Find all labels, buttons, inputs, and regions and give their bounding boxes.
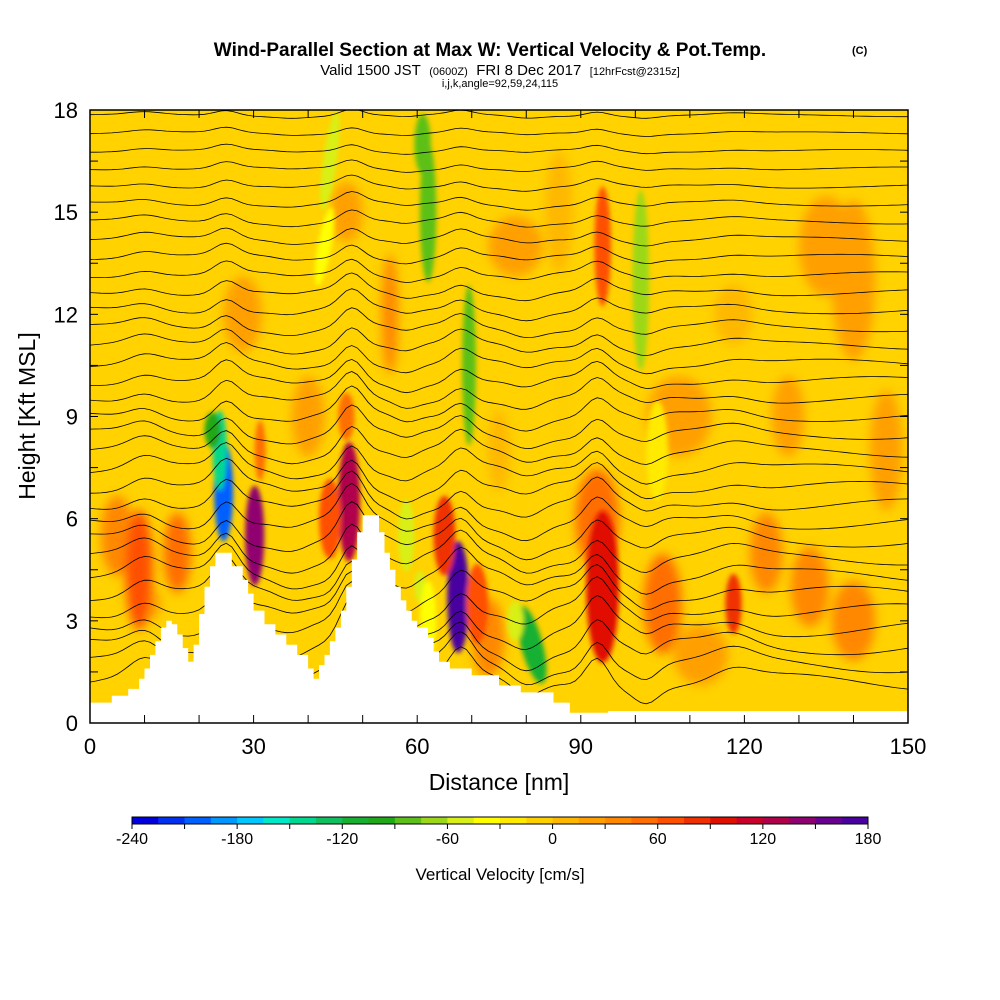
chart-subtitle: Valid 1500 JST (0600Z) FRI 8 Dec 2017 [1… xyxy=(320,62,680,79)
isentrope-line xyxy=(90,385,908,432)
colorbar-swatch xyxy=(736,817,764,824)
subtitle-utc: (0600Z) xyxy=(429,66,468,78)
isentrope-line xyxy=(90,371,908,410)
colorbar-swatch xyxy=(132,817,159,824)
y-tick-label: 18 xyxy=(54,98,78,123)
isentrope-line xyxy=(90,307,908,339)
colorbar-swatch xyxy=(394,817,422,824)
colorbar-swatch xyxy=(447,817,475,824)
isentrope-line xyxy=(90,470,908,520)
y-tick-label: 15 xyxy=(54,200,78,225)
y-tick-label: 9 xyxy=(66,405,78,430)
isentrope-line xyxy=(90,143,908,155)
y-tick-label: 0 xyxy=(66,711,78,736)
x-tick-label: 60 xyxy=(405,734,429,759)
y-axis-label: Height [Kft MSL] xyxy=(14,332,40,499)
isentrope-line xyxy=(90,342,908,375)
colorbar-swatch xyxy=(631,817,659,824)
colorbar-swatch xyxy=(368,817,396,824)
vertical-velocity-field xyxy=(100,111,903,685)
colorbar-swatch xyxy=(552,817,580,824)
isentrope-line xyxy=(90,242,908,265)
colorbar-tick-label: 60 xyxy=(649,831,667,848)
isentrope-line xyxy=(90,501,908,561)
isentrope-line xyxy=(90,191,908,211)
y-tick-labels: 0 3 6 9 12 15 18 xyxy=(54,98,78,736)
colorbar-swatch xyxy=(473,817,501,824)
chart-title: Wind-Parallel Section at Max W: Vertical… xyxy=(214,40,766,61)
colorbar-tick-label: 0 xyxy=(548,831,557,848)
y-tick-label: 6 xyxy=(66,507,78,532)
colorbar-tick-label: -60 xyxy=(436,831,459,848)
colorbar-swatch xyxy=(316,817,343,824)
axis-ticks xyxy=(89,109,909,724)
colorbar-swatch xyxy=(657,817,685,824)
colorbar-swatch xyxy=(210,817,238,824)
colorbar-tick-label: -180 xyxy=(221,831,253,848)
colorbar-tick-labels: -240 -180 -120 -60 0 60 120 180 xyxy=(116,831,881,848)
colorbar-tick-label: -120 xyxy=(326,831,358,848)
colorbar-swatch xyxy=(342,817,369,824)
colorbar-swatch xyxy=(578,817,606,824)
isentrope-line xyxy=(90,272,908,302)
x-axis-label: Distance [nm] xyxy=(429,769,570,795)
colorbar-swatch xyxy=(710,817,737,824)
colorbar-swatch xyxy=(158,817,185,824)
colorbar-swatch xyxy=(605,817,632,824)
subtitle-valid: Valid 1500 JST xyxy=(320,62,421,79)
colorbar-tick-label: 180 xyxy=(855,831,882,848)
isentrope-line xyxy=(90,457,908,504)
colorbar-swatch xyxy=(526,817,553,824)
chart-title-mark: (C) xyxy=(852,45,868,57)
colorbar-tick-label: -240 xyxy=(116,831,148,848)
terrain-mask xyxy=(90,515,908,723)
isentrope-line xyxy=(90,258,908,283)
isentrope-line xyxy=(90,126,908,137)
x-tick-label: 90 xyxy=(569,734,593,759)
isentrope-line xyxy=(90,159,908,173)
x-tick-labels: 0 30 60 90 120 150 xyxy=(84,734,926,759)
isentrope-line xyxy=(90,425,908,465)
isentrope-line xyxy=(90,404,908,450)
potential-temperature-contours xyxy=(90,90,908,705)
colorbar-label: Vertical Velocity [cm/s] xyxy=(415,865,584,884)
x-tick-label: 150 xyxy=(890,734,927,759)
isentrope-line xyxy=(90,542,908,595)
colorbar-swatch xyxy=(815,817,843,824)
colorbar-swatch xyxy=(841,817,869,824)
isentrope-line xyxy=(90,288,908,322)
colorbar-swatch xyxy=(184,817,212,824)
colorbar-swatch xyxy=(762,817,790,824)
isentrope-line xyxy=(90,442,908,485)
colorbar-swatch xyxy=(237,817,264,824)
isentrope-line xyxy=(90,358,908,394)
chart-subtitle-indices: i,j,k,angle=92,59,24,115 xyxy=(442,78,558,90)
isentrope-line xyxy=(90,174,908,192)
subtitle-date: FRI 8 Dec 2017 xyxy=(476,62,581,79)
colorbar xyxy=(131,816,869,829)
isentrope-line xyxy=(90,227,908,247)
colorbar-swatch xyxy=(421,817,448,824)
y-tick-label: 3 xyxy=(66,609,78,634)
colorbar-swatch xyxy=(684,817,711,824)
x-tick-label: 0 xyxy=(84,734,96,759)
isentrope-line xyxy=(90,482,908,542)
plot-area xyxy=(90,90,908,723)
x-tick-label: 30 xyxy=(241,734,265,759)
isentrope-line xyxy=(90,209,908,228)
isentrope-line xyxy=(90,523,908,574)
isentrope-line xyxy=(90,327,908,357)
isentrope-line xyxy=(90,90,908,101)
subtitle-forecast: [12hrFcst@2315z] xyxy=(590,66,680,78)
colorbar-swatch xyxy=(500,817,527,824)
y-tick-label: 12 xyxy=(54,302,78,327)
colorbar-swatch xyxy=(789,817,816,824)
colorbar-swatch xyxy=(289,817,317,824)
colorbar-swatch xyxy=(263,817,291,824)
x-tick-label: 120 xyxy=(726,734,763,759)
colorbar-tick-label: 120 xyxy=(750,831,777,848)
